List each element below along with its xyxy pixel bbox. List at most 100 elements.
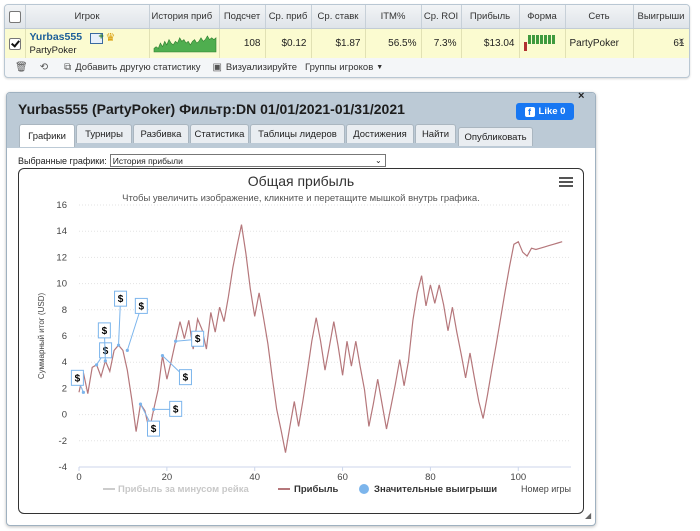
- stats-toolbar: 🗑 ⟲ ⧉ Добавить другую статистику ▣ Визуали…: [5, 58, 689, 77]
- big-win-point: [152, 407, 156, 411]
- big-win-flag: [97, 322, 111, 339]
- chart-title: Общая прибыль: [248, 173, 354, 189]
- count-cell: 108: [219, 28, 266, 58]
- y-tick-label: 4: [62, 357, 67, 368]
- chart-menu-line: [559, 185, 573, 187]
- big-win-point: [174, 339, 178, 343]
- big-win-point: [160, 354, 165, 358]
- stats-header-row: Игрок История приб Подсчет Ср. приб Ср. …: [5, 5, 689, 29]
- big-win-flag: [191, 330, 205, 347]
- header-avg-roi[interactable]: Ср. ROI: [421, 5, 462, 29]
- add-stats-button[interactable]: ⧉ Добавить другую статистику: [64, 62, 200, 73]
- x-tick-label: 20: [162, 472, 173, 483]
- row-select-cell[interactable]: [5, 28, 26, 58]
- header-count[interactable]: Подсчет: [219, 5, 266, 29]
- avg-profit-cell: $0.12: [265, 28, 312, 58]
- header-wins[interactable]: Выигрыши: [633, 5, 689, 29]
- player-name-link[interactable]: Yurbas555: [29, 31, 83, 43]
- profit-history-cell[interactable]: [149, 28, 220, 58]
- achievement-icon[interactable]: ♛: [105, 32, 116, 44]
- tab-statistics[interactable]: Статистика: [190, 124, 249, 143]
- table-row: Yurbas555 PartyPoker + ♛ 108 $0.12 $1.87…: [5, 28, 689, 58]
- tab-leaderboards[interactable]: Таблицы лидеров: [250, 124, 345, 143]
- facebook-like-button[interactable]: f Like 0: [516, 103, 574, 120]
- tab-achievements[interactable]: Достижения: [346, 124, 414, 143]
- sparkline-area: [153, 35, 216, 53]
- player-cell: Yurbas555 PartyPoker + ♛: [25, 28, 150, 58]
- image-icon: ▣: [212, 62, 222, 73]
- y-tick-label: 6: [62, 331, 67, 342]
- row-checkbox[interactable]: [8, 37, 21, 50]
- chart-container[interactable]: Общая прибыль Чтобы увеличить изображение…: [18, 168, 584, 514]
- refresh-icon[interactable]: ⟲: [39, 62, 49, 73]
- big-win-flag-label: $: [173, 404, 179, 415]
- header-player[interactable]: Игрок: [25, 5, 150, 29]
- x-tick-label: 60: [337, 472, 348, 483]
- header-select-all[interactable]: [5, 5, 26, 29]
- chart-select-value: История прибыли: [112, 155, 183, 166]
- header-profit-history[interactable]: История приб: [149, 5, 220, 29]
- x-axis-label: Номер игры: [521, 484, 571, 494]
- tab-breakdown[interactable]: Разбивка: [133, 124, 189, 143]
- itm-cell: 56.5%: [365, 28, 422, 58]
- profit-chart[interactable]: Общая прибыль Чтобы увеличить изображение…: [19, 169, 583, 513]
- header-avg-stake[interactable]: Ср. ставк: [311, 5, 366, 29]
- header-network[interactable]: Сеть: [565, 5, 634, 29]
- big-win-connector: [118, 299, 122, 346]
- big-win-point: [81, 390, 85, 394]
- delete-icon[interactable]: 🗑: [15, 62, 28, 73]
- x-tick-label: 40: [249, 472, 260, 483]
- y-tick-label: 16: [56, 200, 67, 211]
- chart-menu-icon[interactable]: [559, 177, 573, 187]
- select-all-checkbox[interactable]: [8, 10, 21, 23]
- add-player-icon[interactable]: +: [98, 31, 104, 41]
- tab-find[interactable]: Найти: [415, 124, 456, 143]
- x-tick-label: 100: [510, 472, 526, 483]
- chart-select[interactable]: История прибыли ⌄: [109, 154, 386, 167]
- remove-row-icon[interactable]: x: [679, 36, 684, 47]
- big-win-point: [116, 343, 121, 347]
- header-form[interactable]: Форма: [519, 5, 566, 29]
- facebook-icon: f: [524, 106, 535, 117]
- big-win-flag-label: $: [75, 373, 81, 384]
- player-network: PartyPoker: [29, 45, 77, 56]
- tab-publish[interactable]: Опубликовать: [458, 127, 533, 146]
- like-label: Like 0: [538, 106, 566, 117]
- big-win-point: [125, 348, 129, 353]
- big-win-point: [94, 363, 99, 367]
- y-tick-label: 0: [62, 410, 67, 421]
- selected-charts-label: Выбранные графики:: [18, 155, 107, 166]
- stats-table: Игрок История приб Подсчет Ср. приб Ср. …: [5, 5, 689, 58]
- profit-sparkline[interactable]: [152, 31, 217, 53]
- big-win-flag: [147, 420, 160, 437]
- header-avg-profit[interactable]: Ср. приб: [265, 5, 312, 29]
- player-groups-label: Группы игроков: [305, 62, 374, 73]
- profit-series-line: [78, 224, 563, 453]
- visualize-button[interactable]: ▣ Визуализируйте: [212, 62, 297, 73]
- stats-panel: Игрок История приб Подсчет Ср. приб Ср. …: [4, 4, 690, 78]
- chart-menu-line: [559, 181, 573, 183]
- tab-tournaments[interactable]: Турниры: [76, 124, 132, 143]
- big-win-flag: [114, 290, 128, 307]
- header-profit[interactable]: Прибыль: [461, 5, 520, 29]
- player-groups-dropdown[interactable]: Группы игроков ▼: [305, 62, 383, 73]
- big-win-flag-label: $: [195, 334, 201, 345]
- tab-charts[interactable]: Графики: [19, 124, 75, 147]
- close-icon[interactable]: ×: [578, 90, 585, 102]
- big-win-flag-label: $: [118, 294, 124, 305]
- selected-charts-row: Выбранные графики: История прибыли ⌄: [18, 154, 386, 167]
- big-win-flag: [178, 369, 192, 386]
- form-cell: [519, 28, 566, 58]
- legend-big-wins-swatch: [359, 484, 369, 494]
- visualize-label: Визуализируйте: [225, 62, 298, 73]
- form-bars: [523, 35, 555, 51]
- header-itm[interactable]: ITM%: [365, 5, 422, 29]
- y-tick-label: -2: [59, 436, 67, 447]
- resize-handle-icon[interactable]: ◢: [585, 511, 592, 520]
- window-title: Yurbas555 (PartyPoker) Фильтр:DN 01/01/2…: [18, 101, 405, 117]
- y-tick-label: -4: [59, 462, 67, 473]
- avg-roi-cell: 7.3%: [421, 28, 462, 58]
- y-tick-label: 14: [56, 226, 67, 237]
- player-card-icon[interactable]: [89, 33, 103, 44]
- big-win-flag-label: $: [183, 373, 189, 384]
